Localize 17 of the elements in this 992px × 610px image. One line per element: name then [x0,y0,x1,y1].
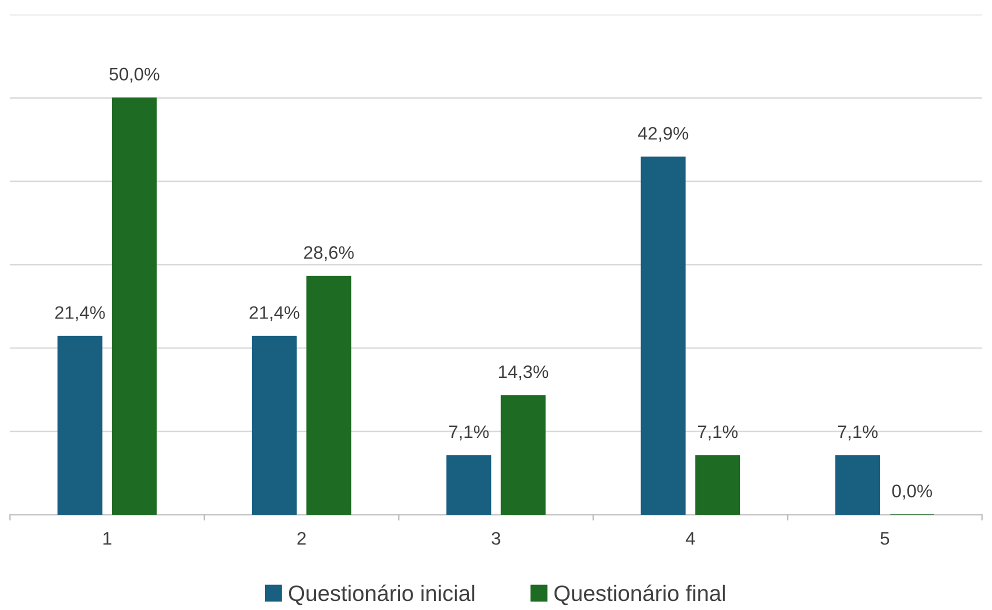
data-label: 7,1% [838,425,878,440]
data-label: 7,1% [698,425,738,440]
data-label: 0,0% [892,484,932,500]
data-label: 7,1% [449,425,489,440]
legend-label: Questionário inicial [288,584,474,606]
data-label: 21,4% [250,306,300,322]
x-tick-label: 4 [686,532,695,545]
x-tick-label: 5 [880,532,890,545]
data-label: 21,4% [55,306,105,322]
x-tick-label: 3 [492,532,500,545]
data-label: 42,9% [638,126,688,142]
data-label: 14,3% [499,365,548,380]
legend-label: Questionário final [554,584,725,606]
data-label: 28,6% [304,246,354,262]
data-label: 50,0% [109,68,160,83]
x-tick-label: 2 [297,532,306,545]
x-tick-label: 1 [103,532,112,545]
